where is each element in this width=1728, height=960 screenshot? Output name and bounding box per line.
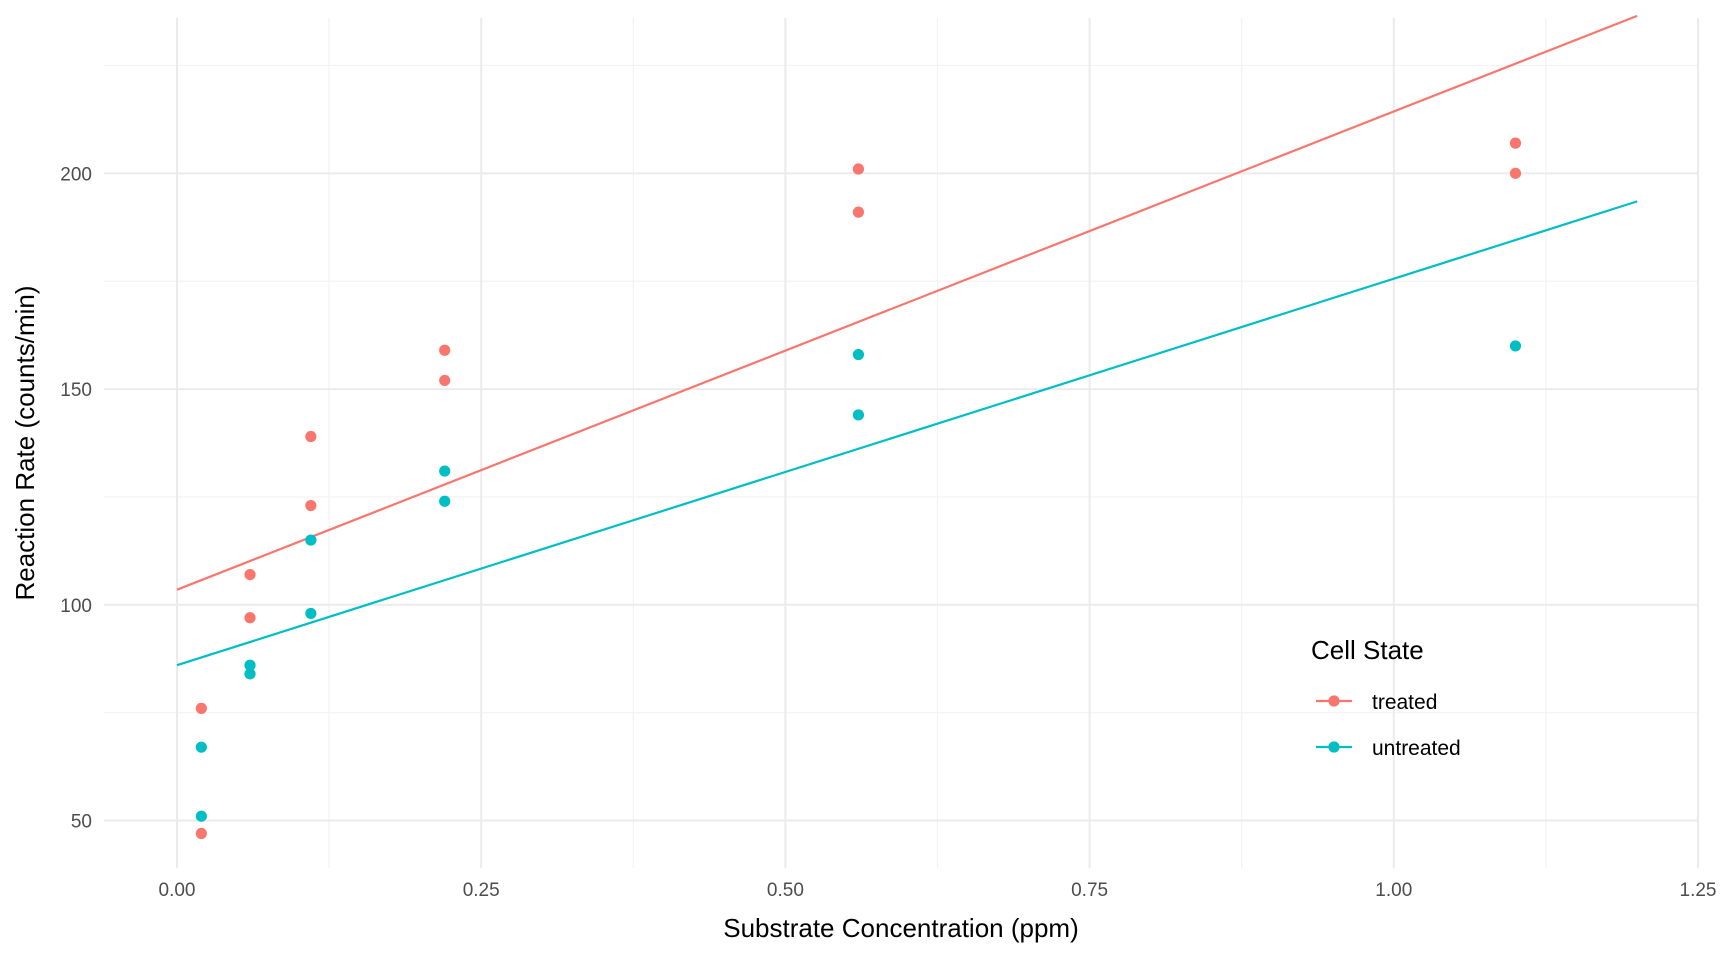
x-tick-label: 0.25 xyxy=(463,880,500,901)
data-point-treated xyxy=(244,568,256,581)
data-points xyxy=(195,137,1522,840)
data-point-treated xyxy=(852,206,865,218)
data-point-untreated xyxy=(195,741,207,753)
grid xyxy=(104,18,1699,868)
legend-item-treated: treated xyxy=(1316,691,1437,714)
data-point-treated xyxy=(852,163,865,175)
legend-key-point xyxy=(1328,741,1340,753)
data-point-untreated xyxy=(1509,340,1522,352)
fit-line-untreated xyxy=(176,200,1638,667)
y-axis-title: Reaction Rate (counts/min) xyxy=(10,285,40,600)
data-point-untreated xyxy=(305,534,317,546)
fit-line-treated xyxy=(176,14,1638,591)
data-point-untreated xyxy=(305,607,317,620)
x-tick-label: 0.50 xyxy=(767,880,804,901)
fit-lines xyxy=(176,14,1638,667)
data-point-treated xyxy=(305,430,317,443)
legend-item-untreated: untreated xyxy=(1316,737,1461,760)
legend: Cell State treated untreated xyxy=(1311,635,1461,760)
x-axis-ticks: 0.00 0.25 0.50 0.75 1.00 1.25 xyxy=(159,880,1717,901)
x-tick-label: 0.00 xyxy=(159,880,196,901)
legend-title: Cell State xyxy=(1311,635,1424,665)
y-tick-label: 200 xyxy=(60,164,92,185)
data-point-untreated xyxy=(244,668,256,680)
y-tick-label: 100 xyxy=(60,596,92,617)
data-point-treated xyxy=(244,612,256,624)
data-point-untreated xyxy=(852,409,865,421)
legend-label: treated xyxy=(1372,691,1437,714)
legend-key-point xyxy=(1328,695,1340,707)
data-point-treated xyxy=(1509,137,1522,149)
data-point-untreated xyxy=(439,465,451,477)
x-tick-label: 1.00 xyxy=(1375,880,1412,901)
legend-label: untreated xyxy=(1372,737,1461,760)
x-axis-title: Substrate Concentration (ppm) xyxy=(723,913,1079,943)
data-point-treated xyxy=(1509,167,1522,179)
y-tick-label: 150 xyxy=(60,380,92,401)
data-point-treated xyxy=(439,344,451,356)
data-point-treated xyxy=(439,374,451,387)
data-point-untreated xyxy=(195,810,207,822)
data-point-untreated xyxy=(244,659,256,671)
x-tick-label: 1.25 xyxy=(1680,880,1717,901)
data-point-untreated xyxy=(852,348,865,361)
data-point-treated xyxy=(195,827,207,840)
y-axis-ticks: 50 100 150 200 xyxy=(60,164,92,832)
data-point-untreated xyxy=(439,495,451,507)
y-tick-label: 50 xyxy=(71,812,92,833)
data-point-treated xyxy=(305,499,317,512)
x-tick-label: 0.75 xyxy=(1071,880,1108,901)
data-point-treated xyxy=(195,702,207,714)
